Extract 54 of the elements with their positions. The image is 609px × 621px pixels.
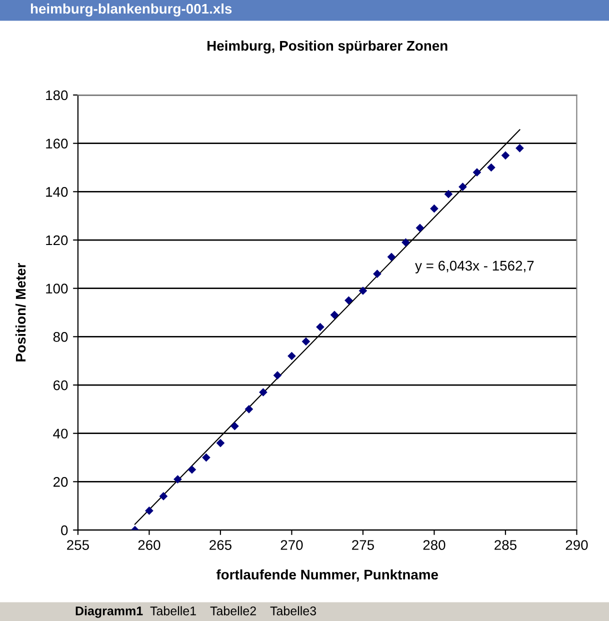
x-tick-label: 290 [566, 540, 588, 550]
text: Diagramm1 [76, 606, 143, 618]
point [402, 238, 410, 247]
x-tick-label: 265 [210, 540, 232, 550]
point [216, 438, 225, 448]
point [358, 286, 368, 295]
point [472, 168, 482, 177]
y-tick-label: 20 [53, 477, 68, 487]
point [458, 182, 467, 192]
point [373, 270, 382, 278]
x-tick-label: 275 [352, 540, 374, 550]
x-tick-label: 285 [494, 540, 516, 550]
point [430, 204, 438, 213]
x-tick-label: 260 [138, 540, 160, 550]
point [302, 337, 310, 346]
y-tick-label: 140 [46, 187, 68, 197]
point [244, 405, 254, 414]
point [330, 310, 339, 320]
y-axis-title: Position/ Meter [15, 262, 26, 362]
point [202, 453, 210, 462]
text: heimburg-blankenburg-001.xls [30, 3, 232, 17]
y-tick-label: 180 [46, 90, 68, 100]
point [188, 465, 196, 474]
annotation: y = 6,043x - 1562,7 [415, 260, 534, 274]
point [259, 388, 268, 396]
x-tick-label: 270 [280, 540, 303, 550]
point [273, 371, 282, 380]
text: Tabelle3 [270, 606, 316, 616]
text: Tabelle1 [150, 606, 196, 616]
x-tick-label: 280 [423, 540, 446, 550]
point [316, 322, 324, 332]
point [288, 352, 296, 360]
y-tick-label: 160 [46, 138, 68, 149]
x-tick-label: 255 [67, 540, 89, 550]
text: Tabelle2 [210, 606, 256, 616]
point [501, 151, 510, 160]
point [174, 475, 182, 484]
y-tick-label: 120 [46, 235, 68, 246]
y-tick-label: 100 [46, 284, 68, 294]
y-tick-label: 40 [53, 428, 68, 439]
point [416, 224, 424, 232]
point [387, 252, 396, 262]
point [230, 422, 239, 430]
point [487, 163, 496, 172]
y-tick-label: 60 [53, 380, 68, 390]
x-axis-title: fortlaufende Nummer, Punktname [216, 569, 438, 582]
point [159, 492, 168, 500]
point [344, 296, 353, 305]
point [516, 144, 524, 152]
y-tick-label: 0 [61, 525, 68, 536]
chart-title: Heimburg, Position spürbarer Zonen [208, 40, 448, 54]
point [444, 190, 453, 198]
y-tick-label: 80 [53, 332, 68, 342]
point [145, 506, 154, 515]
